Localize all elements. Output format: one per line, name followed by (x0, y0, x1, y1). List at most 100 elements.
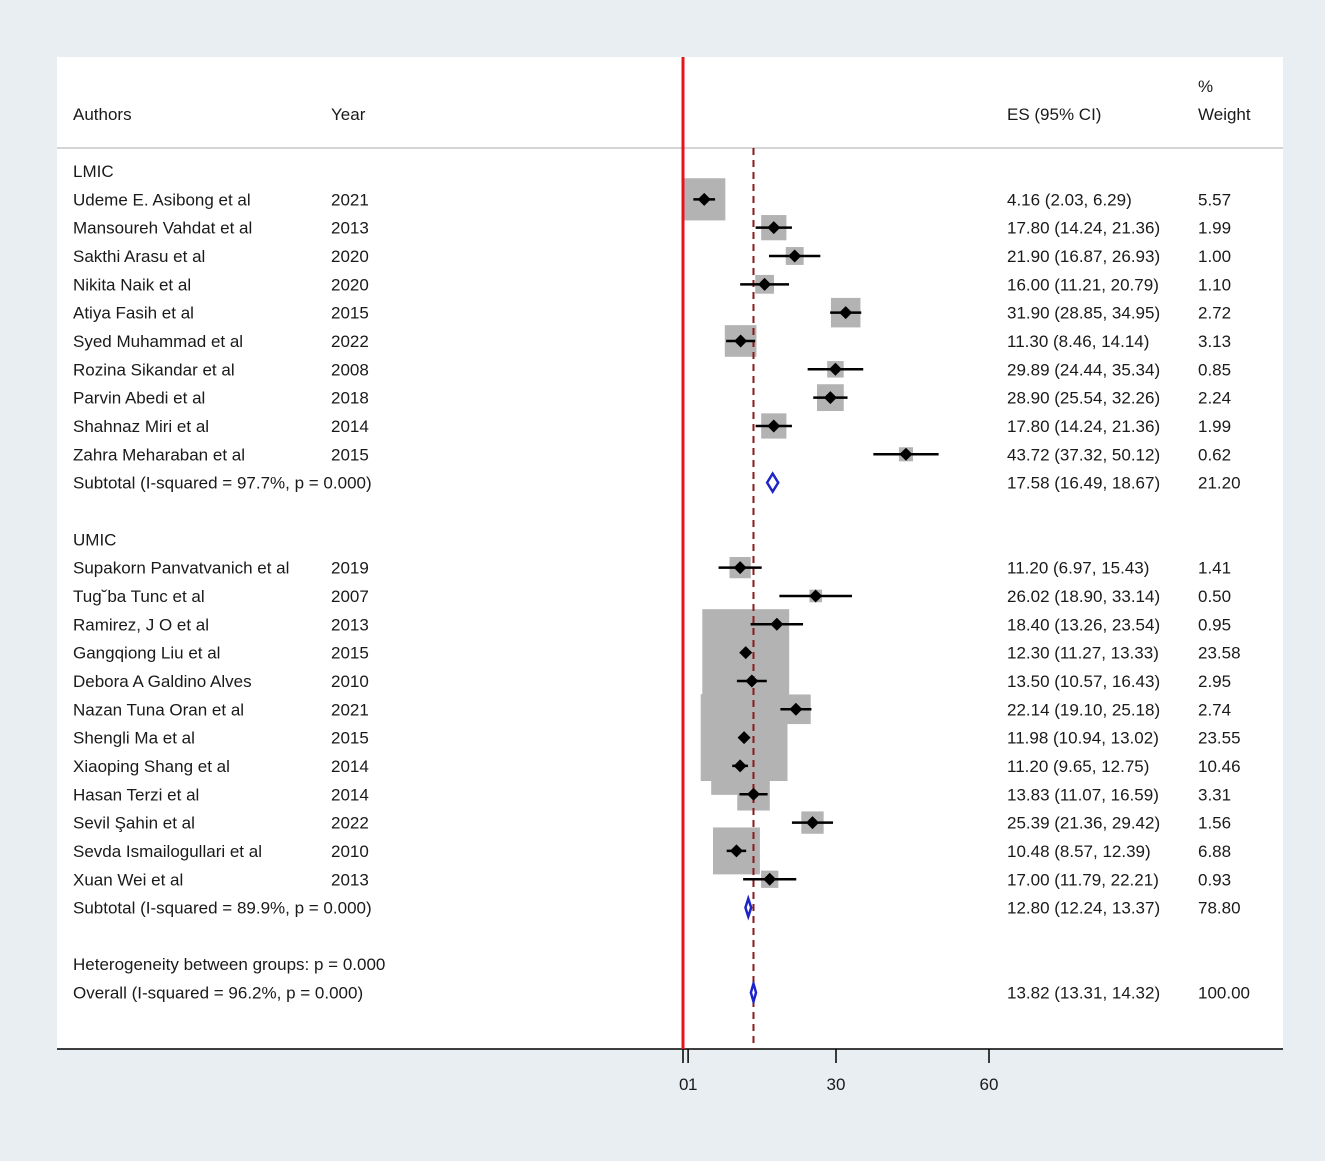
point-estimate (697, 192, 711, 206)
study-weight-text: 1.10 (1198, 275, 1231, 294)
study-ci-text: 43.72 (37.32, 50.12) (1007, 445, 1160, 464)
study-ci-text: 18.40 (13.26, 23.54) (1007, 615, 1160, 634)
study-year: 2010 (331, 672, 369, 691)
study-author: Syed Muhammad et al (73, 332, 243, 351)
study-ci-text: 25.39 (21.36, 29.42) (1007, 814, 1160, 833)
study-weight-text: 5.57 (1198, 190, 1231, 209)
point-estimate (788, 249, 802, 263)
point-estimate (828, 362, 842, 376)
study-ci-text: 13.50 (10.57, 16.43) (1007, 672, 1160, 691)
study-weight-text: 2.74 (1198, 700, 1231, 719)
group-label-umic: UMIC (73, 530, 116, 549)
study-ci-text: 10.48 (8.57, 12.39) (1007, 842, 1151, 861)
study-author: Gangqiong Liu et al (73, 644, 220, 663)
study-ci-text: 26.02 (18.90, 33.14) (1007, 587, 1160, 606)
study-year: 2015 (331, 644, 369, 663)
study-author: Sevda Ismailogullari et al (73, 842, 262, 861)
header-weight: Weight (1198, 105, 1251, 124)
study-year: 2013 (331, 615, 369, 634)
header-es: ES (95% CI) (1007, 105, 1101, 124)
study-weight-text: 1.00 (1198, 247, 1231, 266)
study-ci-text: 17.00 (11.79, 22.21) (1007, 870, 1159, 889)
point-estimate (805, 816, 819, 830)
study-author: Shengli Ma et al (73, 729, 195, 748)
study-weight-text: 3.31 (1198, 785, 1231, 804)
study-weight-text: 0.50 (1198, 587, 1231, 606)
point-estimate (747, 787, 761, 801)
point-estimate (734, 334, 748, 348)
overall-diamond (749, 979, 758, 1007)
point-estimate (767, 419, 781, 433)
study-year: 2021 (331, 190, 369, 209)
study-ci-text: 11.30 (8.46, 14.14) (1007, 332, 1149, 351)
study-weight-text: 1.56 (1198, 814, 1231, 833)
study-author: Xiaoping Shang et al (73, 757, 230, 776)
point-estimate (739, 646, 753, 660)
study-author: Parvin Abedi et al (73, 389, 205, 408)
subtotal-diamond-umic-ci-text: 12.80 (12.24, 13.37) (1007, 899, 1160, 918)
study-year: 2013 (331, 870, 369, 889)
study-weight-text: 3.13 (1198, 332, 1231, 351)
point-estimate (839, 306, 853, 320)
study-weight-text: 0.85 (1198, 360, 1231, 379)
study-author: Nikita Naik et al (73, 275, 191, 294)
point-estimate (809, 589, 823, 603)
study-ci-text: 11.20 (9.65, 12.75) (1007, 757, 1149, 776)
subtotal-diamond-lmic-weight-text: 21.20 (1198, 474, 1241, 493)
study-weight-text: 10.46 (1198, 757, 1241, 776)
heterogeneity-text: Heterogeneity between groups: p = 0.000 (73, 955, 385, 974)
study-author: Udeme E. Asibong et al (73, 190, 251, 209)
study-year: 2022 (331, 332, 369, 351)
study-ci-text: 21.90 (16.87, 26.93) (1007, 247, 1160, 266)
study-author: Nazan Tuna Oran et al (73, 700, 244, 719)
study-year: 2022 (331, 814, 369, 833)
study-author: Shahnaz Miri et al (73, 417, 209, 436)
study-year: 2014 (331, 785, 369, 804)
study-weight-text: 1.41 (1198, 559, 1231, 578)
header-authors: Authors (73, 105, 132, 124)
study-ci-text: 22.14 (19.10, 25.18) (1007, 700, 1160, 719)
study-year: 2018 (331, 389, 369, 408)
study-year: 2010 (331, 842, 369, 861)
study-author: Mansoureh Vahdat et al (73, 219, 252, 238)
study-author: Sevil Şahin et al (73, 814, 195, 833)
study-year: 2014 (331, 757, 369, 776)
study-ci-text: 11.98 (10.94, 13.02) (1007, 729, 1159, 748)
point-estimate (758, 277, 772, 291)
study-author: Atiya Fasih et al (73, 304, 194, 323)
point-estimate (733, 759, 747, 773)
study-ci-text: 29.89 (24.44, 35.34) (1007, 360, 1160, 379)
study-weight-text: 2.24 (1198, 389, 1231, 408)
study-ci-text: 17.80 (14.24, 21.36) (1007, 417, 1160, 436)
study-weight-text: 6.88 (1198, 842, 1231, 861)
study-weight-text: 2.95 (1198, 672, 1231, 691)
subtotal-label-lmic: Subtotal (I-squared = 97.7%, p = 0.000) (73, 474, 372, 493)
study-ci-text: 13.83 (11.07, 16.59) (1007, 785, 1159, 804)
x-tick-label: 0 (679, 1075, 688, 1094)
overall-diamond-weight-text: 100.00 (1198, 984, 1250, 1003)
study-author: Supakorn Panvatvanich et al (73, 559, 289, 578)
plot-panel (57, 57, 1283, 1049)
subtotal-diamond-umic (744, 894, 753, 921)
study-ci-text: 16.00 (11.21, 20.79) (1007, 275, 1159, 294)
study-author: Hasan Terzi et al (73, 785, 199, 804)
point-estimate (763, 872, 777, 886)
point-estimate (899, 447, 913, 461)
study-ci-text: 11.20 (6.97, 15.43) (1007, 559, 1149, 578)
point-estimate (737, 731, 751, 745)
study-year: 2019 (331, 559, 369, 578)
study-weight-text: 2.72 (1198, 304, 1231, 323)
study-ci-text: 28.90 (25.54, 32.26) (1007, 389, 1160, 408)
study-weight-text: 1.99 (1198, 219, 1231, 238)
study-year: 2008 (331, 360, 369, 379)
study-author: Xuan Wei et al (73, 870, 183, 889)
study-weight-text: 1.99 (1198, 417, 1231, 436)
study-year: 2020 (331, 275, 369, 294)
study-ci-text: 17.80 (14.24, 21.36) (1007, 219, 1160, 238)
overall-diamond-ci-text: 13.82 (13.31, 14.32) (1007, 984, 1160, 1003)
x-tick-label: 30 (827, 1075, 846, 1094)
point-estimate (823, 391, 837, 405)
study-author: Rozina Sikandar et al (73, 360, 235, 379)
subtotal-diamond-lmic (765, 471, 780, 495)
